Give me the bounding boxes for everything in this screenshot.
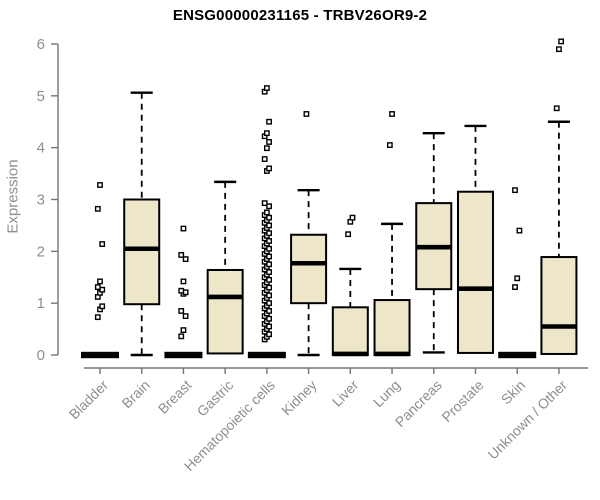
x-tick-label: Unknown / Other <box>484 377 570 463</box>
y-tick-label: 5 <box>37 88 45 105</box>
outlier-point <box>266 139 272 145</box>
outlier-point <box>266 118 272 125</box>
box <box>373 299 411 356</box>
outlier-point <box>516 227 523 234</box>
outlier-point <box>178 308 185 314</box>
outlier-point <box>558 38 565 45</box>
outlier-point <box>345 231 352 238</box>
x-tick-label: Kidney <box>278 377 320 419</box>
outlier-point <box>303 111 310 117</box>
outlier-point <box>512 187 518 194</box>
outlier-point <box>266 203 272 210</box>
outlier-point <box>94 314 101 321</box>
collapsed-box <box>498 351 537 359</box>
outlier-point <box>99 241 106 247</box>
outlier-point <box>514 275 521 282</box>
outlier-point <box>178 333 185 340</box>
outlier-point <box>97 182 103 188</box>
collapsed-box <box>247 351 286 359</box>
box <box>456 190 494 354</box>
x-tick-label: Lung <box>370 377 403 410</box>
outlier-point <box>182 313 189 320</box>
outlier-point <box>178 252 185 258</box>
outlier-point <box>180 278 187 285</box>
x-tick-label: Skin <box>498 377 529 408</box>
outlier-point <box>556 46 562 53</box>
outlier-point <box>263 130 270 137</box>
x-tick-label: Brain <box>118 377 152 411</box>
outlier-point <box>512 284 518 290</box>
outlier-point <box>94 205 101 212</box>
outlier-point <box>386 142 393 148</box>
y-tick-label: 3 <box>37 192 45 209</box>
x-tick-label: Prostate <box>438 377 486 425</box>
collapsed-box <box>164 351 203 359</box>
outlier-point <box>349 214 356 221</box>
box <box>331 306 369 356</box>
y-tick-label: 6 <box>37 36 45 53</box>
outlier-point <box>263 209 270 216</box>
y-tick-label: 4 <box>37 140 45 157</box>
box <box>123 198 161 306</box>
outlier-point <box>180 327 187 334</box>
x-tick-label: Bladder <box>66 377 112 423</box>
y-tick-label: 0 <box>37 347 45 364</box>
chart-title: ENSG00000231165 - TRBV26OR9-2 <box>172 7 428 24</box>
y-tick-label: 1 <box>37 295 45 312</box>
outlier-point <box>94 284 101 290</box>
box <box>206 268 244 355</box>
outlier-point <box>263 85 270 91</box>
outlier-point <box>99 303 106 310</box>
collapsed-box <box>81 351 119 359</box>
outlier-point <box>180 225 187 232</box>
y-tick-label: 2 <box>37 243 45 260</box>
outlier-point <box>553 105 560 112</box>
x-tick-label: Liver <box>329 377 362 410</box>
outlier-point <box>389 111 395 117</box>
x-tick-label: Breast <box>155 377 195 417</box>
outlier-point <box>263 145 270 152</box>
outlier-point <box>97 278 103 285</box>
outlier-point <box>261 156 268 162</box>
box <box>290 233 328 305</box>
outlier-point <box>261 200 268 207</box>
outlier-point <box>178 287 185 294</box>
outlier-point <box>182 256 189 263</box>
box <box>540 256 578 355</box>
outlier-point <box>266 165 272 172</box>
